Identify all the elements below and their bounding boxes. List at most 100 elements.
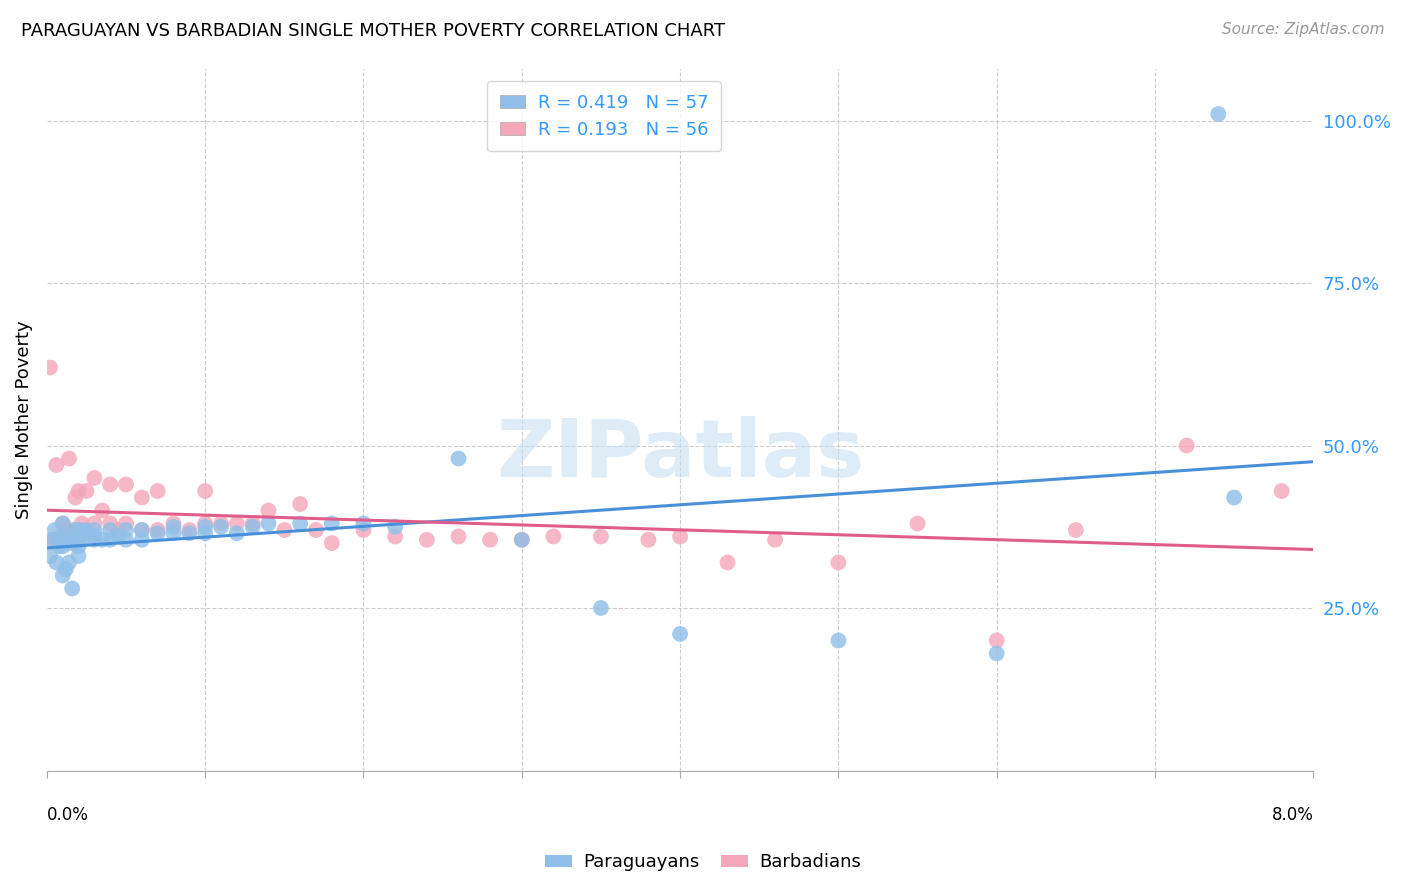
Text: 0.0%: 0.0% bbox=[46, 806, 89, 824]
Point bbox=[146, 526, 169, 541]
Point bbox=[321, 516, 343, 531]
Point bbox=[162, 516, 184, 531]
Point bbox=[288, 516, 311, 531]
Point bbox=[827, 633, 849, 648]
Point bbox=[67, 529, 90, 543]
Point bbox=[131, 533, 153, 547]
Point bbox=[510, 533, 533, 547]
Y-axis label: Single Mother Poverty: Single Mother Poverty bbox=[15, 320, 32, 519]
Point bbox=[146, 523, 169, 537]
Point bbox=[273, 523, 295, 537]
Point bbox=[179, 523, 201, 537]
Point bbox=[131, 491, 153, 505]
Point bbox=[242, 520, 264, 534]
Point bbox=[107, 529, 129, 543]
Point bbox=[321, 536, 343, 550]
Point bbox=[162, 526, 184, 541]
Point bbox=[60, 523, 83, 537]
Text: ZIPatlas: ZIPatlas bbox=[496, 416, 865, 493]
Point bbox=[70, 516, 93, 531]
Point bbox=[44, 523, 66, 537]
Point bbox=[52, 539, 75, 553]
Point bbox=[91, 533, 114, 547]
Point bbox=[384, 529, 406, 543]
Point bbox=[39, 360, 62, 375]
Point bbox=[42, 533, 65, 547]
Point bbox=[75, 483, 97, 498]
Point bbox=[52, 516, 75, 531]
Point bbox=[67, 483, 90, 498]
Point bbox=[986, 633, 1008, 648]
Point bbox=[763, 533, 786, 547]
Text: 8.0%: 8.0% bbox=[1271, 806, 1313, 824]
Point bbox=[49, 529, 72, 543]
Point bbox=[65, 523, 87, 537]
Point bbox=[353, 523, 375, 537]
Point bbox=[39, 549, 62, 563]
Point bbox=[48, 539, 70, 553]
Point bbox=[194, 526, 217, 541]
Point bbox=[225, 516, 247, 531]
Point bbox=[716, 556, 738, 570]
Point bbox=[45, 458, 67, 472]
Point bbox=[1064, 523, 1087, 537]
Point bbox=[83, 516, 105, 531]
Point bbox=[637, 533, 659, 547]
Point bbox=[65, 491, 87, 505]
Point bbox=[58, 451, 80, 466]
Point bbox=[479, 533, 502, 547]
Text: PARAGUAYAN VS BARBADIAN SINGLE MOTHER POVERTY CORRELATION CHART: PARAGUAYAN VS BARBADIAN SINGLE MOTHER PO… bbox=[21, 22, 725, 40]
Point bbox=[543, 529, 565, 543]
Point bbox=[48, 533, 70, 547]
Point bbox=[52, 516, 75, 531]
Point bbox=[447, 451, 470, 466]
Point bbox=[98, 516, 121, 531]
Point bbox=[98, 523, 121, 537]
Point bbox=[146, 483, 169, 498]
Point bbox=[194, 516, 217, 531]
Point bbox=[416, 533, 439, 547]
Point bbox=[52, 568, 75, 582]
Point bbox=[131, 523, 153, 537]
Point bbox=[58, 556, 80, 570]
Point bbox=[907, 516, 929, 531]
Point bbox=[179, 526, 201, 541]
Point bbox=[67, 539, 90, 553]
Point bbox=[83, 533, 105, 547]
Point bbox=[67, 523, 90, 537]
Point bbox=[1223, 491, 1246, 505]
Point bbox=[305, 523, 328, 537]
Point bbox=[67, 533, 90, 547]
Point bbox=[56, 529, 79, 543]
Point bbox=[1206, 107, 1229, 121]
Point bbox=[46, 533, 69, 547]
Point bbox=[115, 516, 138, 531]
Point bbox=[55, 562, 77, 576]
Point bbox=[98, 533, 121, 547]
Point bbox=[242, 516, 264, 531]
Point bbox=[41, 533, 63, 547]
Point bbox=[384, 520, 406, 534]
Point bbox=[589, 601, 612, 615]
Point bbox=[75, 526, 97, 541]
Point bbox=[70, 533, 93, 547]
Point bbox=[115, 533, 138, 547]
Point bbox=[257, 516, 280, 531]
Point bbox=[827, 556, 849, 570]
Point bbox=[510, 533, 533, 547]
Point bbox=[1175, 438, 1198, 452]
Point bbox=[353, 516, 375, 531]
Point bbox=[73, 523, 96, 537]
Point bbox=[209, 520, 232, 534]
Point bbox=[194, 483, 217, 498]
Point bbox=[257, 503, 280, 517]
Point bbox=[115, 477, 138, 491]
Point bbox=[1271, 483, 1294, 498]
Point bbox=[62, 533, 84, 547]
Point bbox=[669, 627, 692, 641]
Point bbox=[67, 549, 90, 563]
Point bbox=[107, 523, 129, 537]
Point bbox=[91, 503, 114, 517]
Point bbox=[225, 526, 247, 541]
Point bbox=[115, 523, 138, 537]
